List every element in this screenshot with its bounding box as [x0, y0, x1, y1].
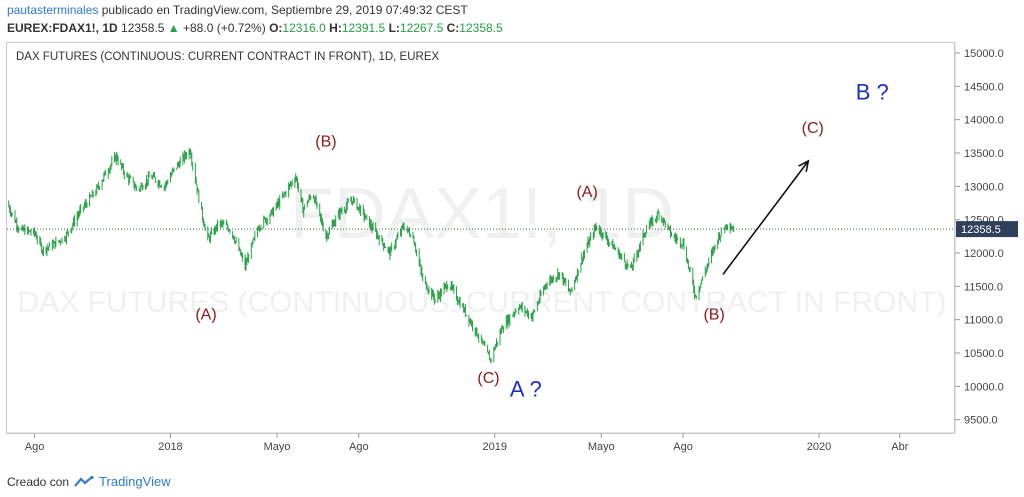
symbol-line: EUREX:FDAX1!, 1D 12358.5 ▲ +88.0 (+0.72%…: [7, 21, 503, 35]
wave-annotations: (A) (B) (C) A ? (A) (B) (C) B ?: [195, 80, 888, 402]
high-label: H:: [329, 21, 342, 35]
open-value: 12316.0: [282, 21, 326, 35]
x-tick-label: 2019: [482, 441, 506, 453]
time-axis[interactable]: Ago 2018 Mayo Ago 2019 Mayo Ago 2020 Abr: [7, 432, 954, 453]
y-tick-label: 14500.0: [964, 81, 1004, 93]
last-price-tag-label: 12358.5: [961, 224, 1001, 236]
watermark: FDAX1!, 1D DAX FUTURES (CONTINUOUS: CURR…: [18, 174, 947, 319]
wave-label: (A): [195, 307, 216, 324]
x-tick-label: 2018: [158, 441, 182, 453]
symbol-label: EUREX:FDAX1!, 1D: [7, 21, 118, 35]
watermark-symbol: FDAX1!, 1D: [290, 174, 674, 254]
y-tick-label: 11000.0: [964, 315, 1003, 327]
chart-title: DAX FUTURES (CONTINUOUS: CURRENT CONTRAC…: [16, 51, 440, 63]
x-tick-label: Ago: [349, 441, 369, 453]
y-tick-label: 13500.0: [964, 148, 1004, 160]
low-value: 12267.5: [399, 21, 444, 35]
x-tick-label: 2020: [807, 441, 831, 453]
publish-info: publicado en TradingView.com, Septiembre…: [101, 3, 468, 17]
publish-line: pautasterminales publicado en TradingVie…: [7, 3, 468, 17]
y-tick-label: 9500.0: [964, 415, 998, 427]
wave-label: (B): [703, 307, 724, 324]
y-tick-label: 14000.0: [964, 115, 1004, 127]
wave-label: (C): [802, 120, 824, 137]
footer: Creado con TradingView: [7, 474, 171, 489]
x-tick-label: Abr: [891, 441, 908, 453]
watermark-name: DAX FUTURES (CONTINUOUS: CURRENT CONTRAC…: [18, 286, 947, 319]
last-price: 12358.5: [121, 21, 165, 35]
high-value: 12391.5: [341, 21, 386, 35]
y-tick-label: 12000.0: [964, 248, 1004, 260]
low-label: L:: [388, 21, 400, 35]
y-tick-label: 10500.0: [964, 348, 1004, 360]
x-tick-label: Mayo: [264, 441, 291, 453]
wave-label: (C): [477, 370, 499, 387]
last-price-tag: [956, 221, 1018, 238]
price-change: +88.0 (+0.72%): [183, 21, 266, 35]
tradingview-logo-icon: [74, 475, 94, 487]
price-axis[interactable]: 9500.0 10000.0 10500.0 11000.0 11500.0 12000.…: [954, 43, 1018, 433]
open-label: O:: [269, 21, 283, 35]
up-arrow-icon: ▲: [167, 21, 180, 35]
arrow-head-icon: [798, 159, 810, 172]
y-tick-label: 13000.0: [964, 181, 1004, 193]
wave-label: A ?: [510, 376, 542, 401]
author-link[interactable]: pautasterminales: [7, 3, 99, 17]
x-tick-label: Ago: [673, 441, 693, 453]
ohlc-bars: [7, 148, 954, 364]
projection-arrow: [722, 160, 809, 275]
wave-label: (B): [315, 133, 336, 150]
tradingview-brand[interactable]: TradingView: [99, 474, 171, 489]
y-tick-label: 11500.0: [964, 281, 1003, 293]
y-tick-label: 15000.0: [964, 48, 1004, 60]
created-with-label: Creado con: [7, 474, 70, 489]
price-chart[interactable]: FDAX1!, 1D DAX FUTURES (CONTINUOUS: CURR…: [0, 0, 1024, 470]
x-tick-label: Ago: [25, 441, 45, 453]
x-tick-label: Mayo: [588, 441, 615, 453]
wave-label: (A): [576, 184, 597, 201]
wave-label: B ?: [856, 80, 889, 105]
y-tick-label: 10000.0: [964, 381, 1004, 393]
close-label: C:: [446, 21, 460, 35]
close-value: 12358.5: [459, 21, 503, 35]
